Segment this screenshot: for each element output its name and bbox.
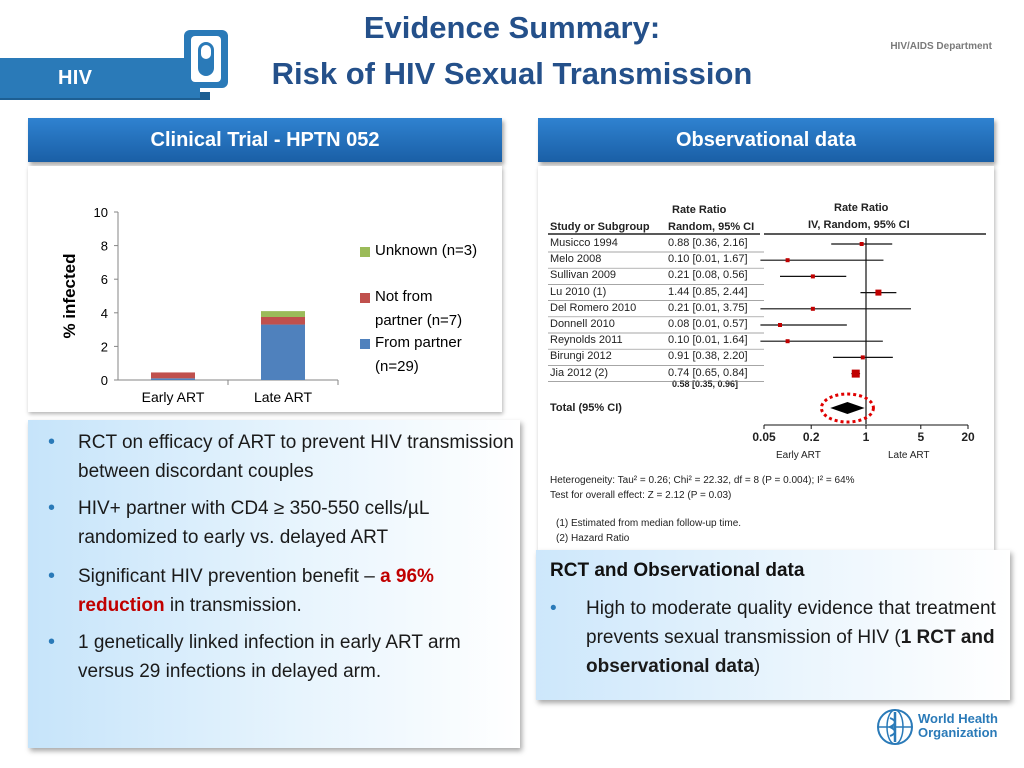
y-tick-label: 4 [101, 306, 108, 321]
forest-plot-panel: Rate Ratio Study or Subgroup Random, 95%… [538, 166, 994, 550]
hptn052-summary-box: • RCT on efficacy of ART to prevent HIV … [28, 420, 520, 748]
rr-column-header-1: Rate Ratio [672, 204, 727, 216]
bullet-icon: • [48, 497, 56, 519]
bullet-icon: • [48, 631, 56, 653]
y-tick-label: 8 [101, 239, 108, 254]
forest-study-name: Lu 2010 (1) [550, 285, 607, 298]
bullet-linked-infections: • 1 genetically linked infection in earl… [48, 628, 518, 686]
rr-column-header-2: Random, 95% CI [668, 221, 755, 233]
overall-effect-stats: Test for overall effect: Z = 2.12 (P = 0… [550, 490, 732, 501]
y-tick-label: 0 [101, 373, 108, 388]
summary-bullet: • High to moderate quality evidence that… [550, 594, 1000, 681]
axis-early-art-label: Early ART [776, 450, 821, 461]
clinical-trial-heading: Clinical Trial - HPTN 052 [28, 118, 502, 162]
forest-study-name: Birungi 2012 [550, 350, 612, 363]
forest-x-tick-label: 0.05 [752, 430, 776, 444]
forest-point-estimate [860, 355, 865, 360]
forest-point-estimate [810, 274, 815, 279]
forest-point-estimate [859, 242, 864, 246]
forest-rate-ratio: 0.10 [0.01, 1.64] [668, 334, 748, 347]
forest-point-estimate [875, 289, 882, 296]
forest-study-name: Musicco 1994 [550, 237, 618, 249]
forest-point-estimate [810, 306, 815, 311]
summary-heading: RCT and Observational data [550, 560, 805, 581]
y-tick-label: 2 [101, 339, 108, 354]
pill-icon [184, 30, 228, 88]
y-axis-label: % infected [60, 253, 79, 338]
forest-plot-graphic: 0.05 0.2 1 5 20 [548, 233, 986, 444]
bullet-icon: • [48, 431, 56, 453]
who-logo-text: World Health Organization [918, 711, 998, 740]
forest-rate-ratio: 0.08 [0.01, 0.57] [668, 318, 748, 330]
forest-study-name: Sullivan 2009 [550, 269, 617, 282]
total-effect-highlight-circle [819, 392, 875, 424]
forest-point-estimate [851, 369, 860, 378]
legend-swatch-not-from-partner [360, 293, 370, 303]
legend-from-partner: From partner (n=29) [375, 334, 462, 375]
y-tick-label: 6 [101, 272, 108, 287]
legend-swatch-unknown [360, 247, 370, 257]
bullet-icon: • [550, 598, 557, 619]
plot-column-header-1: Rate Ratio [834, 202, 889, 214]
forest-rate-ratio: 0.21 [0.01, 3.75] [668, 301, 748, 314]
bar-segment [151, 372, 195, 379]
total-effect-diamond [830, 402, 865, 414]
hiv-treatment-logo: HIV TREATMENT [0, 58, 200, 98]
legend-unknown: Unknown (n=3) [375, 242, 478, 259]
forest-point-estimate [785, 339, 790, 344]
forest-study-name: Melo 2008 [550, 253, 602, 266]
bullet-cd4-randomized: • HIV+ partner with CD4 ≥ 350-550 cells/… [48, 494, 518, 552]
forest-x-tick-label: 1 [863, 430, 870, 444]
observational-data-heading: Observational data [538, 118, 994, 162]
who-globe-icon [877, 709, 913, 745]
forest-rate-ratio: 0.10 [0.01, 1.67] [668, 253, 748, 266]
bullet-icon: • [48, 565, 56, 587]
x-category-label: Late ART [254, 389, 313, 405]
hptn052-bar-chart: 0 2 4 6 8 10 % infected Early ART Late ART [60, 205, 339, 405]
hptn052-chart-panel: 0 2 4 6 8 10 % infected Early ART Late ART Unkno… [28, 166, 502, 412]
footnote-2: (2) Hazard Ratio [556, 533, 630, 544]
forest-rate-ratio: 0.88 [0.36, 2.16] [668, 237, 748, 249]
logo-label: HIV TREATMENT [58, 67, 93, 89]
forest-rate-ratio: 1.44 [0.85, 2.44] [668, 285, 748, 298]
forest-x-tick-label: 5 [917, 430, 924, 444]
forest-rate-ratio: 0.91 [0.38, 2.20] [668, 350, 748, 363]
reduction-highlight: a 96% reduction [78, 566, 434, 616]
plot-column-header-2: IV, Random, 95% CI [808, 219, 910, 231]
total-rr: 0.58 [0.35, 0.96] [672, 379, 739, 389]
forest-point-estimate [778, 323, 783, 327]
forest-rate-ratio: 0.21 [0.08, 0.56] [668, 269, 748, 282]
heterogeneity-stats: Heterogeneity: Tau² = 0.26; Chi² = 22.32… [550, 475, 855, 486]
forest-study-name: Reynolds 2011 [550, 334, 623, 347]
axis-late-art-label: Late ART [888, 450, 930, 461]
bullet-prevention-benefit: • Significant HIV prevention benefit – a… [48, 562, 518, 620]
legend-swatch-from-partner [360, 339, 370, 349]
department-label: HIV/AIDS Department [890, 41, 992, 52]
forest-x-tick-label: 0.2 [803, 430, 820, 444]
y-tick-label: 10 [94, 205, 108, 220]
total-label: Total (95% CI) [550, 402, 622, 414]
bar-segment [261, 317, 305, 325]
bar-segment [261, 324, 305, 380]
footnote-1: (1) Estimated from median follow-up time… [556, 518, 742, 529]
forest-study-name: Del Romero 2010 [550, 301, 637, 314]
page-title-line-2: Risk of HIV Sexual Transmission [271, 56, 753, 91]
forest-study-name: Donnell 2010 [550, 318, 615, 330]
rct-observational-summary-box: RCT and Observational data • High to mod… [536, 550, 1010, 700]
legend-not-from-partner: Not from partner (n=7) [375, 288, 463, 329]
bar-segment [261, 311, 305, 317]
forest-rate-ratio: 0.74 [0.65, 0.84] [668, 366, 748, 379]
forest-x-tick-label: 20 [961, 430, 975, 444]
forest-study-name: Jia 2012 (2) [550, 366, 609, 379]
x-category-label: Early ART [142, 389, 205, 405]
bar-segment [151, 378, 195, 380]
study-column-header: Study or Subgroup [550, 221, 650, 233]
bullet-rct-efficacy: • RCT on efficacy of ART to prevent HIV … [48, 428, 518, 486]
forest-point-estimate [785, 258, 790, 263]
page-title-line-1: Evidence Summary: [363, 10, 661, 45]
